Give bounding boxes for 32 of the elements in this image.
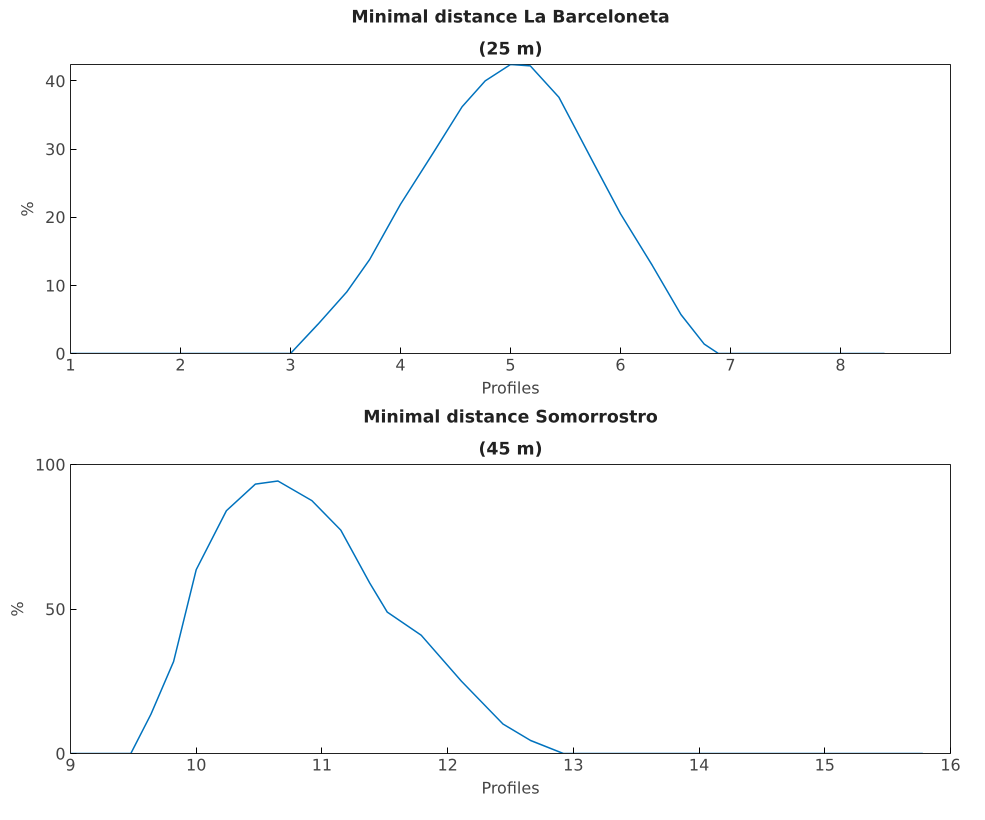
y-tick-label: 20 — [45, 208, 66, 228]
y-axis-title: % — [8, 601, 27, 617]
x-tick-label: 3 — [285, 356, 296, 374]
x-axis-title: Profiles — [481, 778, 540, 798]
y-tick-label: 0 — [55, 744, 66, 764]
x-tick-label: 14 — [688, 756, 710, 774]
x-tick-label: 9 — [65, 756, 76, 774]
x-tick-label: 12 — [437, 756, 458, 774]
y-tick-label: 50 — [45, 600, 66, 619]
chart-subtitle: (25 m) — [478, 40, 543, 60]
x-tick-label: 15 — [814, 756, 835, 774]
x-tick-label: 6 — [615, 356, 626, 374]
y-axis-title: % — [18, 201, 38, 217]
x-axis-title: Profiles — [481, 378, 540, 398]
y-tick-label: 100 — [34, 456, 66, 474]
x-tick-label: 2 — [175, 356, 186, 374]
chart-title: Minimal distance La Barceloneta — [351, 8, 670, 28]
x-tick-label: 10 — [186, 756, 206, 774]
x-tick-label: 11 — [312, 756, 332, 774]
y-tick-label: 40 — [45, 72, 66, 91]
x-tick-label: 1 — [65, 356, 76, 374]
y-tick-label: 30 — [45, 140, 66, 160]
y-tick-label: 10 — [45, 276, 66, 296]
chart-subtitle: (45 m) — [478, 440, 543, 460]
x-tick-label: 16 — [940, 756, 961, 774]
x-tick-label: 4 — [395, 356, 406, 374]
y-tick-label: 0 — [55, 344, 66, 364]
x-tick-label: 13 — [563, 756, 584, 774]
x-tick-label: 7 — [725, 356, 736, 374]
x-tick-label: 5 — [505, 356, 516, 374]
x-tick-label: 8 — [835, 356, 846, 374]
chart-title: Minimal distance Somorrostro — [363, 408, 658, 428]
